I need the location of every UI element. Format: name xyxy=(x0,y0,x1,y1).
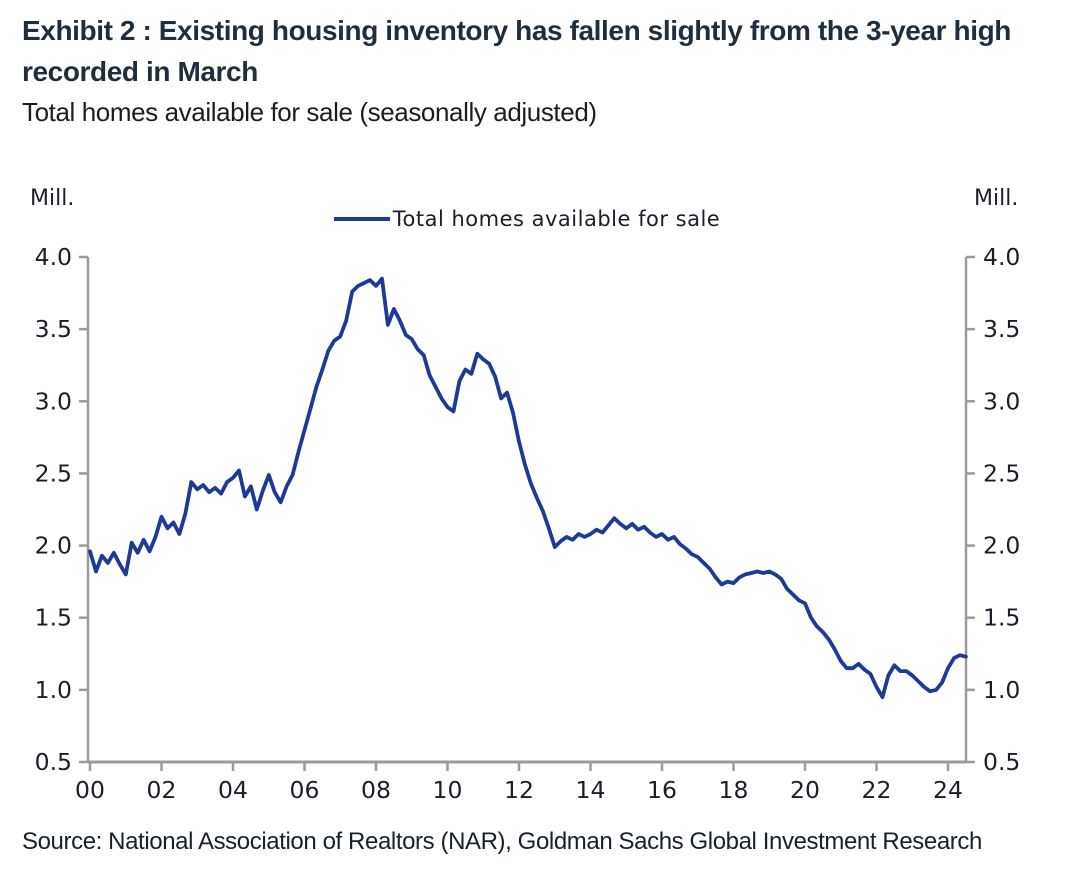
svg-text:2.5: 2.5 xyxy=(35,459,72,487)
svg-text:4.0: 4.0 xyxy=(983,243,1020,271)
svg-text:02: 02 xyxy=(147,776,177,804)
svg-text:1.5: 1.5 xyxy=(983,604,1020,632)
exhibit-subtitle: Total homes available for sale (seasonal… xyxy=(22,97,597,127)
svg-text:10: 10 xyxy=(433,776,463,804)
svg-text:00: 00 xyxy=(75,776,105,804)
svg-text:18: 18 xyxy=(719,776,749,804)
svg-text:1.0: 1.0 xyxy=(983,676,1020,704)
svg-text:16: 16 xyxy=(647,776,677,804)
svg-text:04: 04 xyxy=(218,776,248,804)
svg-text:3.0: 3.0 xyxy=(35,387,72,415)
svg-text:12: 12 xyxy=(504,776,534,804)
svg-text:06: 06 xyxy=(290,776,320,804)
exhibit-title: Exhibit 2 : Existing housing inventory h… xyxy=(22,15,1012,88)
svg-text:0.5: 0.5 xyxy=(983,748,1020,776)
svg-text:1.0: 1.0 xyxy=(35,676,72,704)
svg-text:4.0: 4.0 xyxy=(35,243,72,271)
tick-labels: 4.0 4.0 3.5 3.5 3.0 3.0 2.5 2.5 2.0 2.0 1.5 1.5 1.0 1… xyxy=(35,243,1021,804)
svg-text:2.5: 2.5 xyxy=(983,459,1020,487)
svg-text:08: 08 xyxy=(361,776,391,804)
svg-text:3.0: 3.0 xyxy=(983,387,1020,415)
svg-text:14: 14 xyxy=(576,776,606,804)
svg-text:2.0: 2.0 xyxy=(983,532,1020,560)
legend-label: Total homes available for sale xyxy=(392,207,721,231)
chart-legend: Total homes available for sale xyxy=(88,206,966,232)
svg-text:3.5: 3.5 xyxy=(35,315,72,343)
axes xyxy=(86,257,968,764)
y-axis-unit-left: Mill. xyxy=(30,186,75,211)
legend-line-swatch-icon xyxy=(333,217,390,221)
svg-text:1.5: 1.5 xyxy=(35,604,72,632)
svg-text:24: 24 xyxy=(933,776,963,804)
svg-text:22: 22 xyxy=(862,776,892,804)
y-axis-unit-right: Mill. xyxy=(974,186,1019,211)
tick-marks xyxy=(79,255,975,771)
svg-text:2.0: 2.0 xyxy=(35,532,72,560)
svg-text:3.5: 3.5 xyxy=(983,315,1020,343)
svg-text:20: 20 xyxy=(790,776,820,804)
svg-text:0.5: 0.5 xyxy=(35,748,72,776)
series-line-total-homes xyxy=(88,276,968,699)
source-note: Source: National Association of Realtors… xyxy=(22,828,982,855)
